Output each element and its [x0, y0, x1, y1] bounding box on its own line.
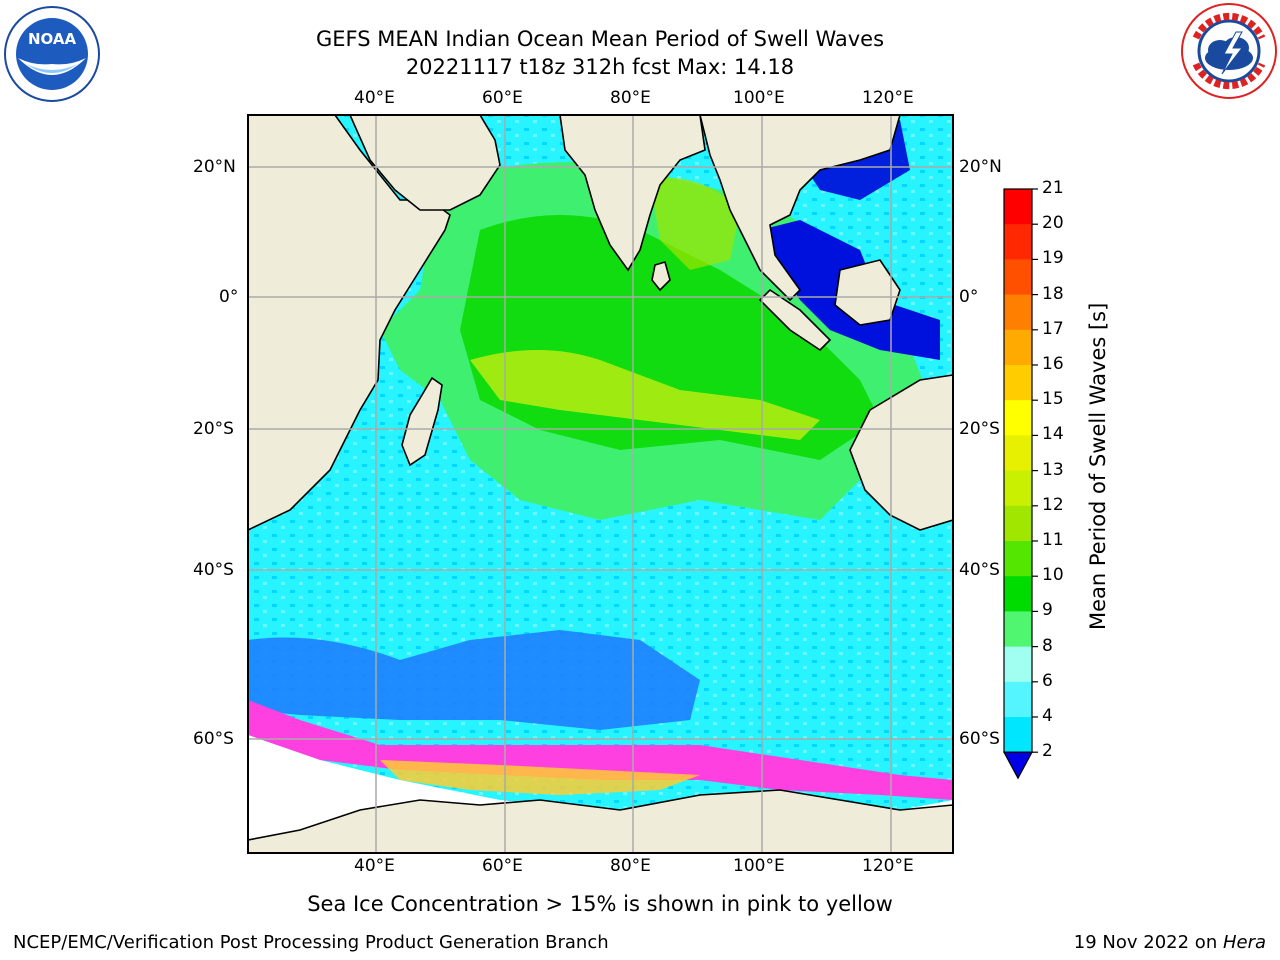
land-africa: [248, 115, 451, 531]
lon-label-top-120e: 120°E: [862, 88, 914, 108]
swell-zone-yellow-2: [650, 178, 740, 270]
colorbar-segment: [1004, 400, 1032, 436]
colorbar-segment: [1004, 681, 1032, 718]
lat-label-left-20s: 20°S: [193, 419, 234, 439]
colorbar-extension: [1002, 751, 1034, 780]
colorbar-segment: [1004, 224, 1032, 260]
colorbar-tick-label: 6: [1042, 670, 1053, 691]
colorbar-segment: [1004, 470, 1032, 507]
land-sri-lanka: [651, 260, 671, 292]
land-arabia: [349, 115, 501, 211]
lon-label-bottom-60e: 60°E: [482, 856, 523, 876]
colorbar-tick-label: 11: [1042, 530, 1064, 550]
colorbar-segment: [1004, 541, 1032, 577]
lon-label-top-100e: 100°E: [733, 88, 785, 108]
land-sumatra: [758, 288, 832, 352]
colorbar-label: Mean Period of Swell Waves [s]: [1086, 302, 1110, 630]
map-frame: [247, 114, 954, 854]
colorbar-segment: [1004, 189, 1032, 225]
colorbar-tick-label: 15: [1042, 389, 1064, 410]
colorbar-segment: [1004, 505, 1032, 542]
colorbar-tick-label: 18: [1042, 283, 1064, 304]
colorbar-segment: [1004, 435, 1032, 472]
colorbar-segment: [1004, 329, 1032, 366]
noaa-logo-icon: NOAA: [4, 6, 100, 102]
colorbar-tick-label: 21: [1042, 178, 1064, 198]
chart-subtitle: 20221117 t18z 312h fcst Max: 14.18: [405, 55, 795, 79]
land-se-asia: [699, 115, 901, 302]
footer-host: Hera: [1222, 932, 1266, 953]
lat-label-right-0: 0°: [959, 287, 979, 307]
lat-label-right-40s: 40°S: [959, 560, 1000, 580]
lat-label-left-20n: 20°N: [193, 157, 236, 177]
colorbar-segment: [1004, 646, 1032, 683]
colorbar-tick-label: 20: [1042, 213, 1064, 234]
footer-date-text: 19 Nov 2022 on: [1073, 932, 1223, 953]
colorbar-segment: [1004, 365, 1032, 401]
lat-label-right-60s: 60°S: [959, 729, 1000, 749]
lon-label-bottom-120e: 120°E: [862, 856, 914, 876]
colorbar-tick-label: 8: [1042, 635, 1053, 656]
colorbar-segment: [1004, 576, 1032, 612]
land-australia: [849, 374, 953, 531]
colorbar-segment: [1004, 611, 1032, 648]
lon-label-top-60e: 60°E: [482, 88, 523, 108]
colorbar-tick-label: 17: [1042, 318, 1064, 339]
graticule: [248, 115, 953, 853]
land-borneo: [834, 259, 901, 326]
colorbar-tick-label: 19: [1042, 248, 1064, 269]
nws-logo: [1180, 2, 1278, 100]
lon-label-bottom-40e: 40°E: [354, 856, 395, 876]
colorbar-tick-label: 14: [1042, 424, 1064, 445]
lat-label-left-40s: 40°S: [193, 560, 234, 580]
lon-label-top-40e: 40°E: [354, 88, 395, 108]
colorbar-tick-label: 2: [1042, 741, 1053, 762]
sea-ice-caption: Sea Ice Concentration > 15% is shown in …: [307, 892, 893, 916]
map-area: [248, 115, 953, 853]
colorbar-segment: [1004, 259, 1032, 296]
colorbar-segment: [1004, 717, 1032, 753]
colorbar-tick-label: 9: [1042, 600, 1053, 621]
lon-label-top-80e: 80°E: [610, 88, 651, 108]
colorbar-tick-label: 16: [1042, 354, 1064, 374]
colorbar-tick-label: 4: [1042, 706, 1053, 726]
lat-label-left-0: 0°: [219, 287, 239, 307]
noaa-logo: NOAA: [4, 6, 100, 102]
colorbar-tick-label: 10: [1042, 565, 1064, 586]
lat-label-left-60s: 60°S: [193, 729, 234, 749]
sea-ice-yellow: [380, 760, 700, 795]
swell-zone-blue: [248, 630, 700, 730]
lon-label-bottom-80e: 80°E: [610, 856, 651, 876]
sea-ice-band: [248, 700, 953, 800]
swell-zone-yellow: [470, 350, 820, 440]
colorbar-segment: [1004, 294, 1032, 331]
nws-logo-icon: [1181, 3, 1277, 99]
footer-date: 19 Nov 2022 on Hera: [1074, 932, 1266, 953]
lon-label-bottom-100e: 100°E: [733, 856, 785, 876]
land-antarctica: [248, 789, 953, 853]
chart-title: GEFS MEAN Indian Ocean Mean Period of Sw…: [315, 27, 885, 51]
lat-label-right-20s: 20°S: [959, 419, 1000, 439]
colorbar-tick-label: 13: [1042, 459, 1064, 480]
lat-label-right-20n: 20°N: [959, 157, 1002, 177]
colorbar-tick-label: 12: [1042, 494, 1064, 515]
land-madagascar: [401, 376, 443, 467]
colorbar: [1002, 188, 1038, 780]
svg-text:NOAA: NOAA: [28, 30, 77, 48]
footer-credit: NCEP/EMC/Verification Post Processing Pr…: [13, 932, 609, 953]
